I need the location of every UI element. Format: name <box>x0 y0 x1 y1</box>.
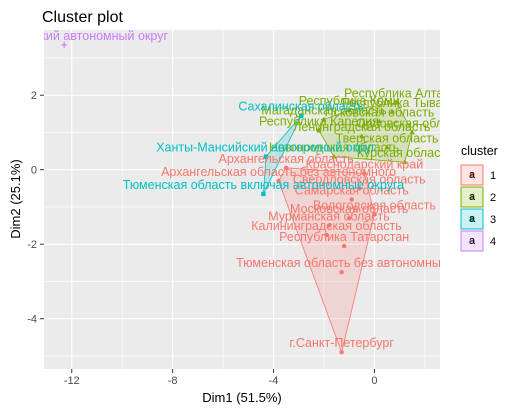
y-axis-ticks: -4 -2 0 2 <box>27 90 44 326</box>
point-labels: г.Санкт-Петербург Тюменская область без а… <box>0 29 469 350</box>
point-cluster-3 <box>261 191 266 197</box>
point-label: Новгородская область <box>269 141 399 155</box>
x-tick-label: -12 <box>64 375 80 387</box>
y-tick-label: 0 <box>31 165 37 177</box>
point-label: Тюменская область включая автономные окр… <box>123 178 404 192</box>
point-cluster-2 <box>331 153 337 159</box>
point-cluster-2 <box>321 116 327 122</box>
cluster-hull-1 <box>278 167 375 354</box>
point-cluster-1 <box>362 171 367 176</box>
point-cluster-1 <box>339 269 344 275</box>
point-label: Архангельская область без автономного <box>161 165 396 179</box>
point-label: Псковская область <box>325 105 435 119</box>
point-cluster-2 <box>316 127 322 133</box>
point-label: Вологодская область <box>313 198 436 212</box>
x-tick-label: -8 <box>168 375 178 387</box>
point-label: Краснодарский край <box>305 157 423 171</box>
y-tick-label: 2 <box>31 90 37 102</box>
point-label: Калининградская область <box>251 219 402 233</box>
point-cluster-2 <box>359 133 365 139</box>
point-cluster-3 <box>299 113 304 118</box>
point-cluster-1 <box>339 350 344 355</box>
point-label: Ленинградская область <box>293 120 430 134</box>
legend: cluster a 1a 2a 3a 4 <box>460 144 498 252</box>
x-axis-title: Dim1 (51.5%) <box>202 390 281 405</box>
legend-label: 1 <box>490 170 496 182</box>
legend-label: 2 <box>490 192 496 204</box>
point-cluster-1 <box>276 178 281 184</box>
x-tick-label: 0 <box>371 375 377 387</box>
cluster-hulls <box>263 102 413 354</box>
legend-key-marker <box>469 194 475 199</box>
point-label: Республика Коми <box>299 94 400 108</box>
point-label: Магаданская область <box>261 103 386 117</box>
point-cluster-2 <box>394 99 400 105</box>
y-tick-label: -2 <box>27 239 37 251</box>
point-cluster-1 <box>326 223 332 228</box>
point-label: Орловская область <box>356 116 469 130</box>
point-cluster-3 <box>263 154 269 159</box>
point-cluster-1 <box>357 186 362 191</box>
point-label: Республика Алтай <box>344 87 450 101</box>
point-cluster-1 <box>341 243 347 249</box>
cluster-hull-2 <box>318 102 413 163</box>
point-label: Архангельская область <box>219 152 354 166</box>
legend-key-marker <box>469 216 475 222</box>
cluster-points <box>61 41 415 355</box>
point-cluster-1 <box>372 212 377 217</box>
legend-key-marker <box>469 172 475 178</box>
point-cluster-1 <box>349 197 354 202</box>
point-label: Республика Тыва <box>342 96 443 110</box>
legend-key-letter: a <box>469 169 476 181</box>
x-tick-label: -4 <box>269 375 279 387</box>
legend-label: 4 <box>490 236 496 248</box>
legend-key-letter: a <box>469 213 476 225</box>
point-cluster-2 <box>409 129 415 135</box>
point-label: Республика Карелия <box>259 115 379 129</box>
legend-key-letter: a <box>469 235 476 247</box>
point-label: Сахалинская область <box>238 100 364 114</box>
point-cluster-2 <box>376 118 383 124</box>
point-label: Свердловская область <box>293 172 426 186</box>
point-label: Самарская область <box>295 184 409 198</box>
point-label: Курская область <box>357 146 453 160</box>
legend-label: 3 <box>490 214 496 226</box>
chart-title: Cluster plot <box>42 9 123 26</box>
point-label: Мурманская область <box>268 210 390 224</box>
point-cluster-1 <box>283 165 289 171</box>
point-label: Московская область <box>290 202 408 216</box>
point-cluster-2 <box>384 144 390 150</box>
legend-title: cluster <box>461 144 498 158</box>
cluster-hull-3 <box>263 115 302 195</box>
point-label: Ханты-Мансийский автономный округ <box>156 141 376 155</box>
point-label: г.Санкт-Петербург <box>289 336 394 350</box>
point-label: Тверская область <box>336 131 439 145</box>
point-cluster-1 <box>324 232 329 238</box>
grid-major <box>44 30 440 369</box>
legend-key-letter: a <box>469 191 476 203</box>
point-cluster-2 <box>346 107 352 112</box>
point-cluster-1 <box>346 215 352 221</box>
point-cluster-2 <box>402 159 408 165</box>
point-label: Ямало-Ненецкий автономный округ <box>0 29 168 43</box>
legend-key-marker <box>469 238 475 244</box>
y-tick-label: -4 <box>27 314 37 326</box>
x-axis-ticks: -12 -8 -4 0 <box>64 369 377 387</box>
y-axis-title: Dim2 (25.1%) <box>8 159 23 238</box>
point-label: Тюменская область без автономных <box>236 256 448 270</box>
point-label: Республика Татарстан <box>279 230 409 244</box>
point-cluster-2 <box>389 109 395 114</box>
point-cluster-4 <box>61 41 68 48</box>
